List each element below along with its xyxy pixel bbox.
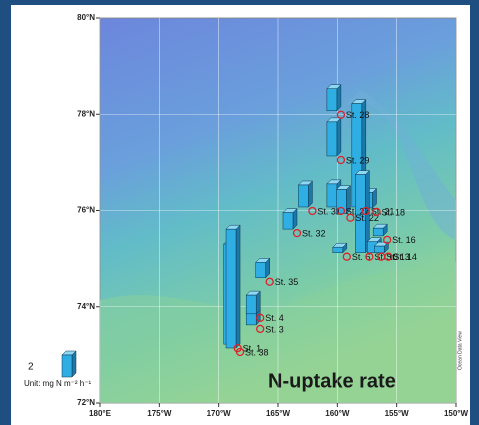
lat-tick-label: 76°N: [77, 206, 95, 215]
frame-right: [470, 0, 479, 425]
map-figure: N-uptake rate Ocean Data View 2 Unit: mg…: [0, 0, 479, 425]
lon-tick-label: 180°E: [89, 409, 112, 418]
bar-side: [308, 181, 312, 207]
station-label: St. 35: [275, 277, 299, 287]
lat-tick-label: 80°N: [77, 13, 95, 22]
bar-front: [283, 213, 293, 230]
uptake-bar: [373, 224, 387, 236]
frame-top: [0, 0, 479, 5]
lon-tick-label: 150°W: [444, 409, 469, 418]
legend-bar: [62, 351, 76, 377]
bar-front: [226, 229, 236, 348]
lon-tick-label: 155°W: [385, 409, 410, 418]
bar-front: [256, 262, 266, 277]
lon-tick-label: 170°W: [207, 409, 232, 418]
station-label: St. 29: [346, 155, 370, 165]
bar-side: [337, 118, 341, 156]
uptake-bar: [327, 118, 341, 156]
bar-front: [62, 355, 72, 377]
bar-front: [373, 228, 383, 236]
bar-front: [327, 184, 337, 207]
uptake-bar: [327, 85, 341, 111]
lon-tick-label: 175°W: [147, 409, 172, 418]
bar-front: [333, 247, 343, 253]
title: N-uptake rate: [268, 370, 396, 392]
lon-tick-label: 165°W: [266, 409, 291, 418]
uptake-bar: [256, 258, 270, 277]
station-label: St. 28: [346, 110, 370, 120]
station-label: St. 32: [302, 228, 326, 238]
uptake-bar: [283, 209, 297, 230]
legend-unit: Unit: mg N m⁻² h⁻¹: [24, 379, 91, 388]
bar-front: [246, 295, 256, 314]
station-label: St. 4: [265, 313, 284, 323]
bar-front: [327, 89, 337, 111]
station-label: St. 16: [392, 235, 416, 245]
lon-tick-label: 160°W: [325, 409, 350, 418]
bar-side: [236, 225, 240, 348]
lat-tick-label: 72°N: [77, 398, 95, 407]
lat-tick-label: 74°N: [77, 302, 95, 311]
bar-front: [298, 185, 308, 207]
uptake-bar: [246, 291, 260, 314]
station-label: St. 38: [245, 347, 269, 357]
bar-side: [337, 85, 341, 111]
station-label: St. 18: [381, 207, 405, 217]
frame-left: [0, 0, 11, 425]
uptake-bar: [298, 181, 312, 207]
credit: Ocean Data View: [457, 331, 463, 370]
station-label: St. 3: [265, 324, 284, 334]
lat-tick-label: 78°N: [77, 109, 95, 118]
bar-front: [327, 122, 337, 156]
station-label: St. 14: [393, 252, 417, 262]
bar-side: [72, 351, 76, 377]
legend-value: 2: [28, 362, 34, 373]
uptake-bar: [226, 225, 240, 348]
